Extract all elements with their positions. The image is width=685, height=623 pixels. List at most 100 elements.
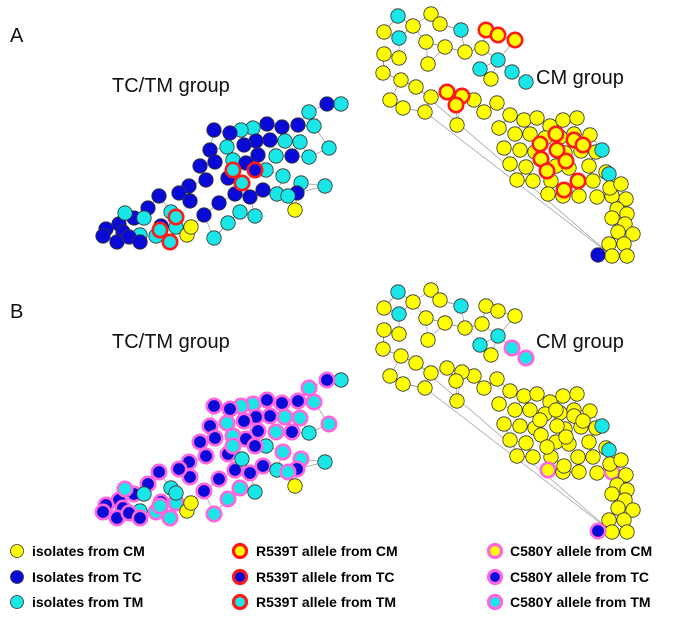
isolate-node-tm-c580y <box>205 505 223 523</box>
isolate-node-tc <box>255 182 271 198</box>
isolate-node-tm <box>453 298 469 314</box>
isolate-node-cm <box>589 465 605 481</box>
legend-swatch-r539t-tc <box>231 568 249 586</box>
legend-item-tm: isolates from TM <box>10 594 143 610</box>
isolate-node-tm <box>321 140 337 156</box>
isolate-node-cm <box>625 502 641 518</box>
panel-a: A TC/TM group CM group <box>10 6 641 264</box>
isolate-node-tm <box>317 178 333 194</box>
legend-item-c580y-cm: C580Y allele from CM <box>486 542 652 560</box>
isolate-node-cm <box>619 524 635 540</box>
isolate-node-tm <box>301 149 317 165</box>
panel-b-cm-group-label: CM group <box>536 331 624 353</box>
isolate-node-tm <box>247 208 263 224</box>
isolate-node-tc-c580y <box>246 437 264 455</box>
isolate-node-cm <box>483 71 499 87</box>
isolate-node-tm <box>472 61 488 77</box>
isolate-node-cm <box>439 360 455 376</box>
isolate-node-cm <box>375 65 391 81</box>
isolate-node-tm <box>234 451 250 467</box>
network-edge <box>415 362 613 533</box>
isolate-node-cm <box>619 248 635 264</box>
isolate-node-tm-c580y <box>231 479 249 497</box>
isolate-node-cm-r539t <box>548 141 566 159</box>
isolate-node-cm-r539t <box>569 172 587 190</box>
isolate-node-tm <box>601 442 617 458</box>
isolate-node-tc <box>242 189 258 205</box>
isolate-node-tm-c580y <box>320 415 338 433</box>
isolate-node-tc <box>211 195 227 211</box>
legend-item-r539t-cm: R539T allele from CM <box>231 542 398 560</box>
isolate-node-tm-c580y <box>267 423 285 441</box>
isolate-node-cm <box>393 348 409 364</box>
isolate-node-cm <box>437 39 453 55</box>
isolate-node-cm-r539t <box>489 26 507 44</box>
panel-b: B TC/TM group CM group <box>10 282 641 540</box>
legend-item-c580y-tm: C580Y allele from TM <box>486 593 651 611</box>
isolate-node-cm <box>405 18 421 34</box>
isolate-node-cm <box>393 72 409 88</box>
isolate-node-cm <box>585 449 601 465</box>
isolate-node-tm-c580y <box>219 490 237 508</box>
legend-swatch-tm <box>10 595 24 609</box>
isolate-node-cm <box>509 448 525 464</box>
isolate-node-cm <box>522 402 538 418</box>
isolate-node-cm <box>457 44 473 60</box>
isolate-node-cm <box>423 365 439 381</box>
isolate-node-tc-c580y <box>191 433 209 451</box>
isolate-node-cm-c580y <box>539 461 557 479</box>
isolate-node-tm <box>280 188 296 204</box>
isolate-node-cm <box>376 322 392 338</box>
isolate-node-cm <box>618 191 634 207</box>
legend-swatch-c580y-cm <box>486 542 504 560</box>
isolate-node-cm <box>549 418 565 434</box>
isolate-node-cm <box>613 452 629 468</box>
isolate-node-cm <box>555 112 571 128</box>
isolate-node-cm <box>432 292 448 308</box>
isolate-node-tm <box>292 134 308 150</box>
isolate-node-tm <box>391 30 407 46</box>
isolate-node-tc-c580y <box>197 447 215 465</box>
isolate-node-cm-r539t <box>557 152 575 170</box>
isolate-node-cm <box>529 386 545 402</box>
isolate-node-tm <box>277 133 293 149</box>
legend-swatch-c580y-tc <box>486 568 504 586</box>
isolate-node-cm <box>391 50 407 66</box>
legend-swatch-r539t-tm <box>231 593 249 611</box>
isolate-node-cm <box>507 402 523 418</box>
isolate-node-tm-c580y <box>151 497 169 515</box>
isolate-node-cm <box>604 486 620 502</box>
isolate-node-cm-r539t <box>531 135 549 153</box>
legend-item-cm: isolates from CM <box>10 543 145 559</box>
isolate-node-tc-c580y <box>195 482 213 500</box>
isolate-node-cm <box>548 402 564 418</box>
isolate-node-tc-c580y <box>258 391 276 409</box>
legend-swatch-tc <box>10 570 24 584</box>
isolate-node-cm <box>376 46 392 62</box>
isolate-node-cm <box>512 418 528 434</box>
isolate-node-tc <box>192 158 208 174</box>
isolate-node-tm-r539t <box>224 161 242 179</box>
isolate-node-cm <box>525 449 541 465</box>
isolate-node-cm <box>382 368 398 384</box>
isolate-node-tc-c580y <box>261 407 279 425</box>
isolate-node-tm <box>219 139 235 155</box>
isolate-node-cm <box>476 380 492 396</box>
legend: isolates from CM Isolates from TC isolat… <box>10 542 652 611</box>
isolate-node-cm <box>533 427 549 443</box>
isolate-node-tc <box>259 116 275 132</box>
isolate-node-cm <box>405 294 421 310</box>
panel-b-tctm-group-label: TC/TM group <box>112 331 230 353</box>
legend-label-r539t-cm: R539T allele from CM <box>256 543 398 559</box>
isolate-node-tc-c580y <box>318 371 336 389</box>
isolate-node-tm <box>301 104 317 120</box>
isolate-node-cm <box>183 219 199 235</box>
isolate-node-tc-c580y <box>210 470 228 488</box>
isolate-node-cm <box>476 104 492 120</box>
isolate-node-cm <box>183 495 199 511</box>
isolate-node-cm <box>529 110 545 126</box>
isolate-node-cm <box>502 156 518 172</box>
isolate-node-tc <box>207 154 223 170</box>
isolate-node-tm <box>268 148 284 164</box>
isolate-node-cm <box>570 449 586 465</box>
